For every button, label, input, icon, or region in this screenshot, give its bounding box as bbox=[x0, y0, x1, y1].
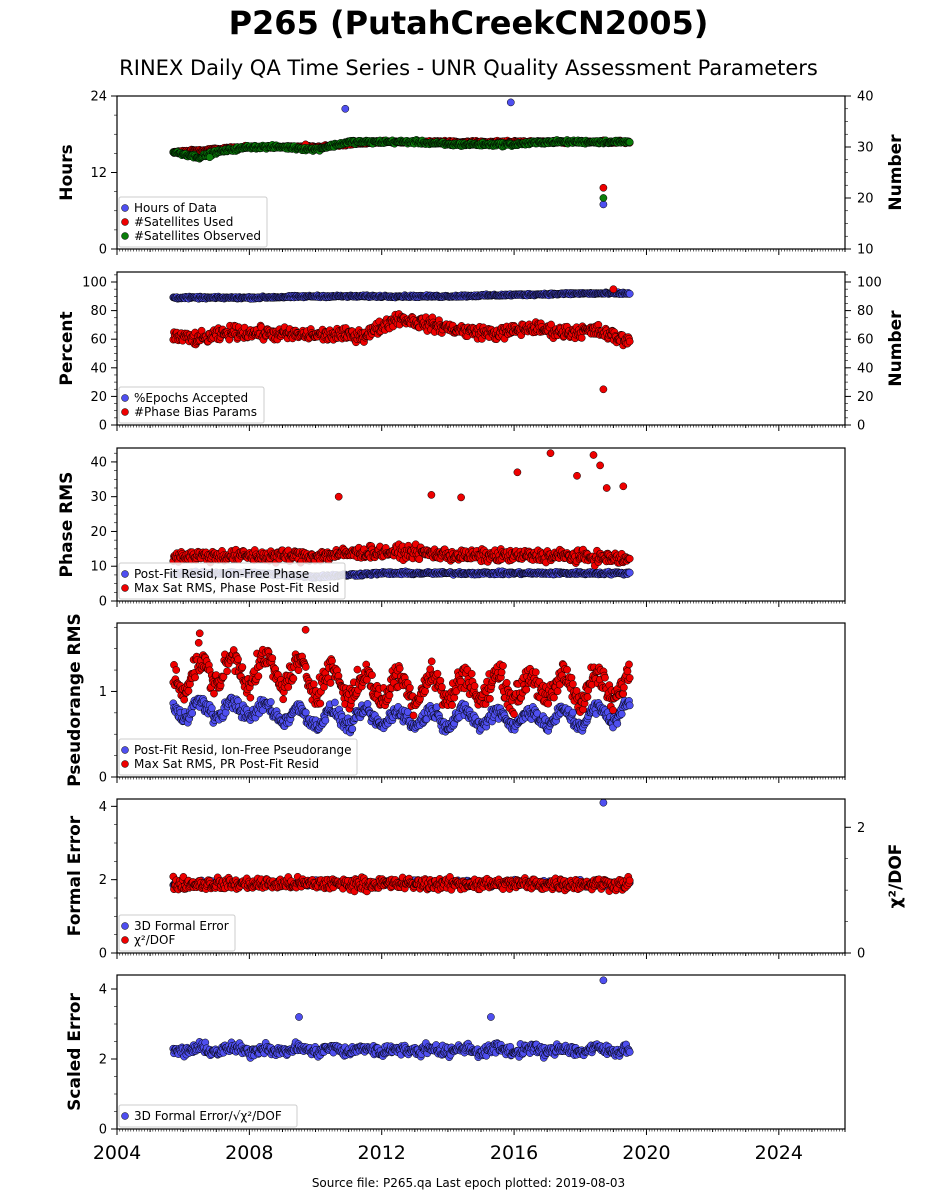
y-tick-label: 80 bbox=[90, 304, 107, 319]
legend-entry: #Satellites Observed bbox=[134, 229, 261, 243]
data-point-outlier bbox=[427, 491, 436, 499]
series-2 bbox=[169, 449, 634, 570]
y-tick-label: 30 bbox=[90, 490, 107, 505]
figure-title: P265 (PutahCreekCN2005) bbox=[228, 4, 709, 42]
data-point bbox=[266, 698, 275, 706]
legend-marker bbox=[121, 204, 129, 212]
data-point-outlier bbox=[599, 183, 608, 192]
y-tick-label: 100 bbox=[82, 276, 107, 291]
legend-marker bbox=[121, 570, 129, 578]
legend-marker bbox=[121, 394, 129, 402]
y2-tick-label: 20 bbox=[857, 192, 874, 207]
data-point bbox=[207, 704, 216, 713]
data-point-outlier bbox=[589, 451, 598, 459]
data-point bbox=[301, 708, 310, 717]
legend-marker bbox=[121, 408, 129, 416]
data-point bbox=[625, 138, 634, 146]
legend-marker bbox=[121, 584, 129, 592]
data-point-outlier bbox=[573, 471, 581, 480]
series-1 bbox=[169, 288, 634, 303]
y-tick-label: 60 bbox=[90, 333, 107, 348]
y-tick-label: 24 bbox=[90, 90, 107, 105]
legend-entry: #Satellites Used bbox=[134, 215, 233, 229]
y-tick-label: 0 bbox=[99, 243, 107, 258]
y-axis-label: Phase RMS bbox=[57, 472, 77, 578]
data-point-outlier bbox=[599, 385, 608, 394]
y-tick-label: 40 bbox=[90, 455, 107, 470]
data-point-outlier bbox=[513, 468, 522, 477]
data-point bbox=[415, 555, 424, 564]
series-1 bbox=[169, 693, 634, 737]
data-point-outlier bbox=[506, 98, 515, 107]
data-point-outlier bbox=[619, 482, 628, 491]
data-point-outlier bbox=[599, 200, 608, 209]
plot-area bbox=[169, 285, 634, 394]
y2-axis-label: Number bbox=[886, 310, 906, 387]
data-point bbox=[625, 568, 634, 577]
plot-area bbox=[169, 98, 634, 209]
series-3 bbox=[169, 136, 634, 202]
series-1 bbox=[341, 98, 608, 209]
legend-marker bbox=[121, 232, 129, 240]
data-point-outlier bbox=[457, 493, 465, 502]
data-point-outlier bbox=[205, 153, 214, 162]
y2-tick-label: 40 bbox=[857, 90, 874, 105]
data-point-outlier bbox=[334, 492, 343, 501]
y2-tick-label: 10 bbox=[857, 243, 874, 258]
y2-tick-label: 30 bbox=[857, 141, 874, 156]
y2-tick-label: 80 bbox=[857, 304, 874, 319]
data-point-outlier bbox=[596, 461, 604, 470]
y-tick-label: 12 bbox=[90, 166, 107, 181]
data-point bbox=[331, 698, 339, 707]
plot-area bbox=[169, 449, 634, 582]
legend-entry: Post-Fit Resid, Ion-Free Phase bbox=[134, 567, 309, 581]
data-point-outlier bbox=[546, 449, 555, 458]
y-tick-label: 0 bbox=[99, 595, 107, 610]
data-point bbox=[577, 334, 586, 342]
y2-tick-label: 20 bbox=[857, 390, 874, 405]
legend-marker bbox=[121, 218, 129, 226]
y2-tick-label: 40 bbox=[857, 361, 874, 376]
y-tick-label: 0 bbox=[99, 419, 107, 434]
panel-epochs-phase-bias: 0 20 40 60 80 100 Percent 0 20 40 60 80 100 Number %Ep… bbox=[57, 271, 906, 434]
y-axis-label: Hours bbox=[57, 144, 77, 201]
data-point-outlier bbox=[609, 285, 618, 294]
data-point-outlier bbox=[599, 194, 608, 202]
panel-phase-rms: 0 10 20 30 40 Phase RMS Post-Fit Resid, Ion-Fr… bbox=[57, 447, 846, 610]
data-point bbox=[625, 289, 634, 298]
plot-area bbox=[169, 625, 634, 737]
legend: %Epochs Accepted#Phase Bias Params bbox=[118, 386, 265, 424]
y-tick-label: 40 bbox=[90, 361, 107, 376]
legend: Hours of Data#Satellites Used#Satellites… bbox=[118, 196, 268, 248]
legend-entry: %Epochs Accepted bbox=[134, 391, 248, 405]
y-tick-label: 20 bbox=[90, 390, 107, 405]
figure-subtitle: RINEX Daily QA Time Series - UNR Quality… bbox=[119, 56, 818, 80]
data-point bbox=[625, 554, 634, 563]
y2-tick-label: 60 bbox=[857, 333, 874, 348]
data-point bbox=[625, 337, 634, 346]
y-tick-label: 10 bbox=[90, 560, 107, 575]
legend-entry: Max Sat RMS, Phase Post-Fit Resid bbox=[134, 581, 339, 595]
data-point-outlier bbox=[602, 484, 611, 492]
legend-entry: #Phase Bias Params bbox=[134, 405, 257, 419]
y2-tick-label: 100 bbox=[857, 276, 882, 291]
y-axis-label: Percent bbox=[57, 311, 77, 385]
y2-tick-label: 0 bbox=[857, 419, 865, 434]
y2-axis-label: Number bbox=[886, 134, 906, 211]
y-tick-label: 20 bbox=[90, 525, 107, 540]
data-point bbox=[321, 716, 330, 725]
data-point bbox=[188, 709, 197, 718]
legend-entry: Hours of Data bbox=[134, 201, 217, 215]
data-point-outlier bbox=[341, 104, 350, 113]
